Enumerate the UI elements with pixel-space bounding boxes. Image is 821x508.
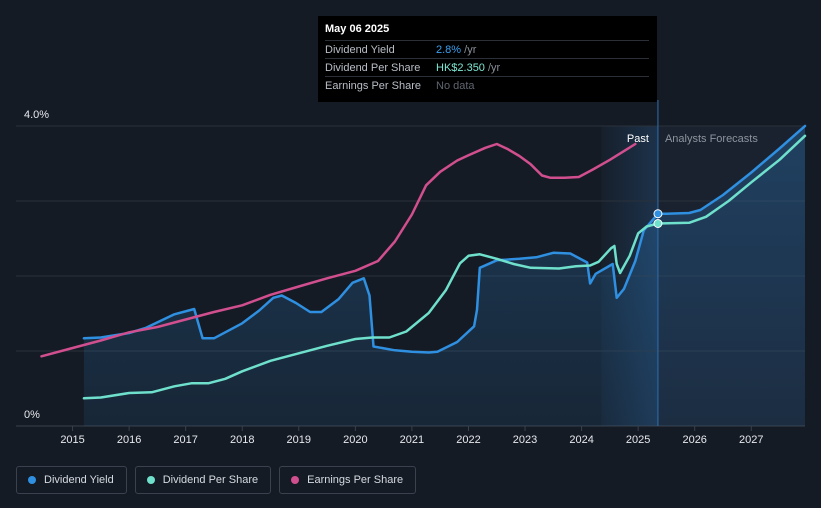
legend-item-earnings-per-share[interactable]: Earnings Per Share — [279, 466, 417, 494]
legend-dot-icon — [291, 476, 300, 484]
x-tick-label: 2016 — [117, 434, 141, 446]
analysts-forecasts-label: Analysts Forecasts — [665, 133, 758, 145]
x-tick-label: 2017 — [173, 434, 197, 446]
x-tick-label: 2027 — [739, 434, 763, 446]
x-tick-label: 2025 — [626, 434, 650, 446]
legend-dot-icon — [146, 476, 155, 484]
tooltip-row-dividend-yield: Dividend Yield 2.8% /yr — [325, 40, 649, 58]
x-tick-label: 2021 — [400, 434, 424, 446]
dividend-per-share-value: HK$2.350 — [436, 61, 485, 74]
y-tick-label-min: 0% — [24, 409, 40, 421]
dividend-yield-unit: /yr — [461, 43, 477, 56]
tooltip-date: May 06 2025 — [325, 23, 390, 35]
dividend-per-share-line — [82, 134, 807, 400]
x-tick-label: 2026 — [682, 434, 706, 446]
tooltip-label: Dividend Yield — [325, 43, 395, 56]
dividend-per-share-unit: /yr — [484, 61, 501, 74]
x-tick-label: 2019 — [287, 434, 311, 446]
dividend-yield-value: 2.8% — [436, 43, 462, 56]
x-axis: 2015 2016 2017 2018 2019 2020 2021 2022 2023 2024… — [60, 426, 764, 446]
tooltip-row-earnings-per-share: Earnings Per Share No data — [325, 76, 649, 94]
tooltip-value: No data — [436, 80, 475, 92]
x-tick-label: 2015 — [60, 434, 84, 446]
x-tick-label: 2018 — [230, 434, 254, 446]
legend-label: Dividend Per Share — [162, 474, 259, 486]
dividend-per-share-marker — [653, 219, 663, 228]
earnings-per-share-value: No data — [436, 79, 475, 92]
x-tick-label: 2023 — [513, 434, 537, 446]
marker-layer — [653, 209, 663, 228]
legend-item-dividend-per-share[interactable]: Dividend Per Share — [134, 466, 272, 494]
legend-item-dividend-yield[interactable]: Dividend Yield — [16, 466, 127, 494]
tooltip-value: HK$2.350 /yr — [436, 62, 500, 74]
x-tick-label: 2020 — [343, 434, 367, 446]
tooltip-label: Dividend Per Share — [325, 61, 421, 74]
past-label: Past — [627, 133, 649, 145]
x-tick-label: 2024 — [569, 434, 593, 446]
series-layer — [40, 124, 807, 400]
dividend-yield-marker — [653, 209, 663, 219]
tooltip-value: 2.8% /yr — [436, 44, 476, 56]
tooltip: May 06 2025 Dividend Yield 2.8% /yr Divi… — [318, 16, 657, 102]
earnings-per-share-line — [40, 142, 637, 358]
dividend-yield-area — [83, 126, 805, 426]
tooltip-row-dividend-per-share: Dividend Per Share HK$2.350 /yr — [325, 58, 649, 76]
legend-dot-icon — [28, 476, 36, 484]
legend-label: Earnings Per Share — [307, 474, 404, 486]
x-tick-label: 2022 — [456, 434, 480, 446]
y-tick-label-max: 4.0% — [24, 109, 49, 121]
legend: Dividend Yield Dividend Per Share Earnin… — [16, 466, 417, 494]
tooltip-label: Earnings Per Share — [325, 79, 421, 92]
legend-label: Dividend Yield — [44, 474, 114, 486]
area-layer — [83, 126, 805, 426]
